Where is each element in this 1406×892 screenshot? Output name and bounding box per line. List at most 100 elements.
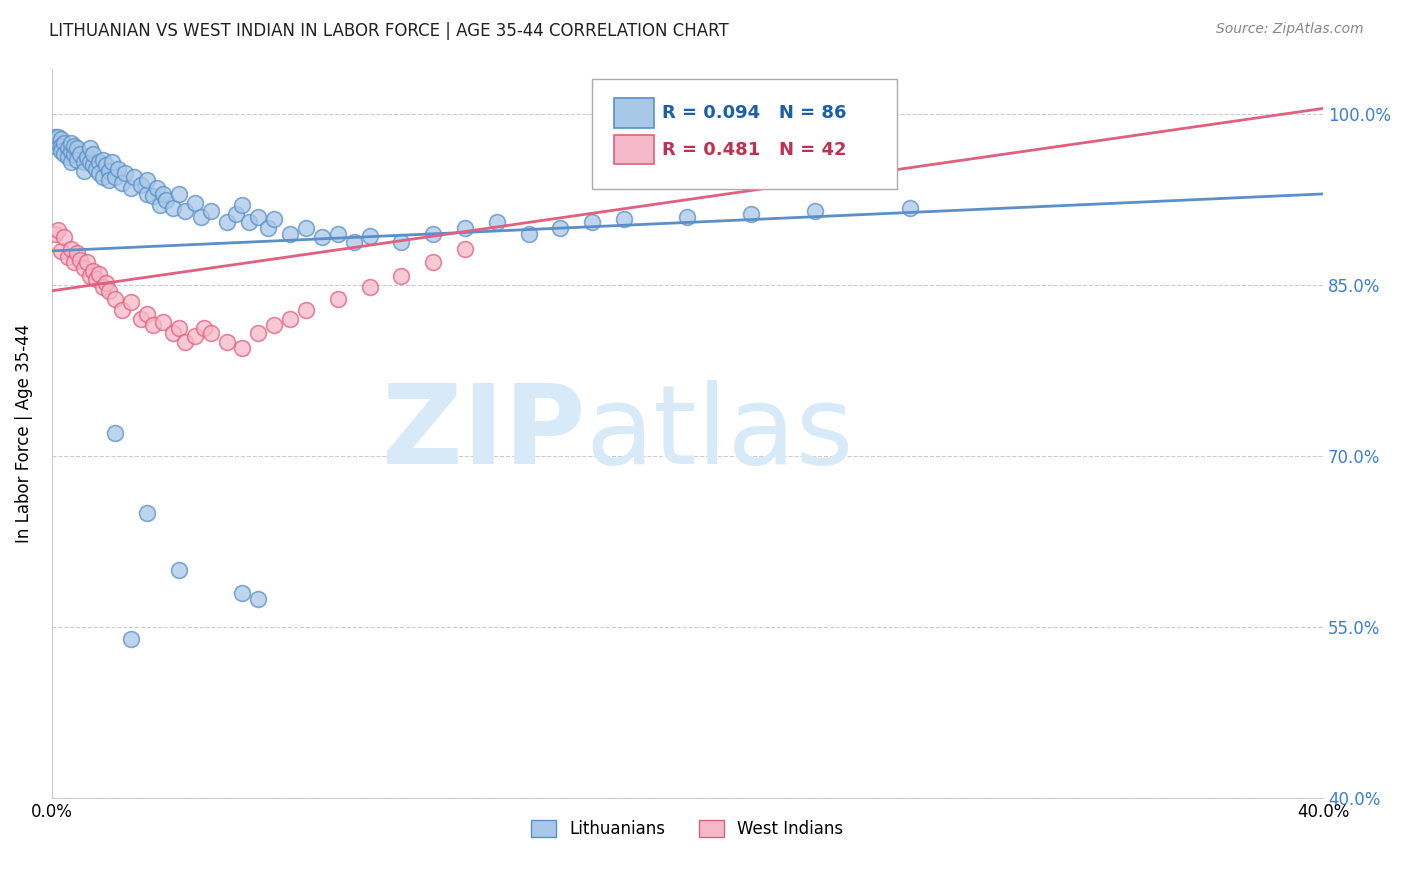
Point	[200, 326, 222, 340]
Point	[898, 201, 921, 215]
Point	[162, 326, 184, 340]
Point	[120, 632, 142, 646]
Point	[174, 335, 197, 350]
Point	[51, 144, 73, 158]
Point	[129, 312, 152, 326]
Point	[76, 151, 98, 165]
Point	[803, 204, 825, 219]
Point	[91, 153, 114, 167]
Point	[46, 129, 69, 144]
Point	[167, 186, 190, 201]
Point	[190, 210, 212, 224]
Point	[422, 227, 444, 241]
Point	[69, 253, 91, 268]
Point	[51, 244, 73, 258]
Point	[76, 255, 98, 269]
Point	[184, 329, 207, 343]
Point	[46, 223, 69, 237]
Point	[66, 153, 89, 167]
Point	[326, 292, 349, 306]
Point	[89, 267, 111, 281]
Point	[63, 139, 86, 153]
Point	[104, 169, 127, 184]
Point	[231, 198, 253, 212]
Point	[517, 227, 540, 241]
Point	[84, 161, 107, 176]
Point	[215, 335, 238, 350]
Point	[44, 227, 66, 241]
Point	[114, 166, 136, 180]
Point	[343, 235, 366, 249]
Legend: Lithuanians, West Indians: Lithuanians, West Indians	[524, 813, 851, 845]
Point	[97, 164, 120, 178]
Point	[257, 221, 280, 235]
Point	[51, 139, 73, 153]
Y-axis label: In Labor Force | Age 35-44: In Labor Force | Age 35-44	[15, 324, 32, 543]
Point	[613, 212, 636, 227]
Point	[247, 326, 270, 340]
Point	[740, 207, 762, 221]
Point	[193, 321, 215, 335]
Point	[200, 204, 222, 219]
Point	[454, 242, 477, 256]
Point	[124, 169, 146, 184]
Point	[311, 230, 333, 244]
Point	[676, 210, 699, 224]
Point	[53, 147, 76, 161]
Point	[145, 181, 167, 195]
Point	[231, 586, 253, 600]
Point	[97, 173, 120, 187]
Point	[120, 295, 142, 310]
Text: LITHUANIAN VS WEST INDIAN IN LABOR FORCE | AGE 35-44 CORRELATION CHART: LITHUANIAN VS WEST INDIAN IN LABOR FORCE…	[49, 22, 728, 40]
Point	[238, 215, 260, 229]
Point	[263, 212, 285, 227]
Point	[107, 161, 129, 176]
Point	[231, 341, 253, 355]
Point	[142, 189, 165, 203]
Point	[142, 318, 165, 332]
Point	[44, 129, 66, 144]
Point	[66, 246, 89, 260]
Point	[454, 221, 477, 235]
Point	[94, 158, 117, 172]
Point	[136, 173, 159, 187]
Point	[56, 151, 79, 165]
Point	[485, 215, 508, 229]
Point	[79, 141, 101, 155]
Point	[53, 136, 76, 150]
Point	[167, 321, 190, 335]
Point	[136, 506, 159, 520]
Point	[82, 264, 104, 278]
Point	[79, 268, 101, 283]
Text: Source: ZipAtlas.com: Source: ZipAtlas.com	[1216, 22, 1364, 37]
Point	[89, 166, 111, 180]
Point	[278, 227, 301, 241]
Point	[155, 193, 177, 207]
Point	[389, 235, 412, 249]
Point	[295, 221, 318, 235]
Point	[46, 136, 69, 150]
Point	[111, 303, 134, 318]
Point	[59, 242, 82, 256]
Point	[91, 169, 114, 184]
FancyBboxPatch shape	[592, 79, 897, 189]
Point	[59, 136, 82, 150]
Point	[326, 227, 349, 241]
Point	[79, 155, 101, 169]
Point	[69, 147, 91, 161]
Point	[63, 147, 86, 161]
Point	[82, 158, 104, 172]
Point	[59, 155, 82, 169]
Point	[422, 255, 444, 269]
Point	[550, 221, 572, 235]
Point	[152, 186, 174, 201]
Point	[89, 155, 111, 169]
Point	[56, 250, 79, 264]
Point	[225, 207, 247, 221]
Point	[51, 132, 73, 146]
Text: R = 0.481   N = 42: R = 0.481 N = 42	[662, 141, 846, 159]
Point	[184, 196, 207, 211]
Point	[215, 215, 238, 229]
Point	[136, 307, 159, 321]
Point	[84, 272, 107, 286]
